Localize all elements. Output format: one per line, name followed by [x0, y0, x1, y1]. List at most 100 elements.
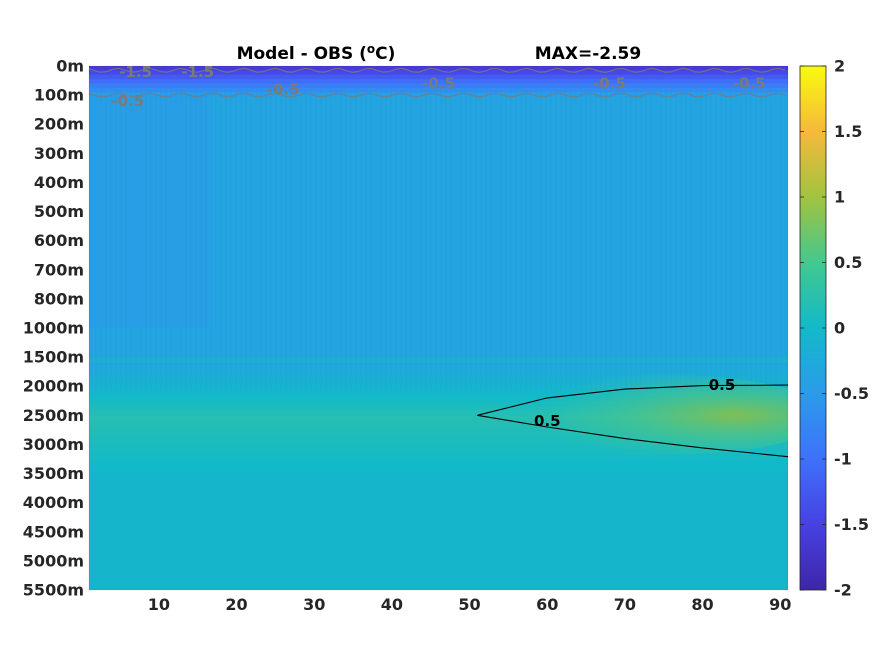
contour-label: -0.5: [422, 74, 455, 92]
x-tick-label: 80: [691, 595, 713, 614]
heatmap-cell-row: [89, 485, 788, 491]
heatmap-cell-row: [89, 472, 788, 478]
heatmap-cell-row: [89, 515, 788, 521]
heatmap-cell-row: [89, 415, 788, 421]
heatmap-cell-row: [89, 419, 788, 425]
heatmap-cell-row: [89, 507, 788, 512]
heatmap-cell-row: [89, 437, 788, 443]
contour-label: -0.5: [593, 74, 626, 92]
y-tick-label: 2500m: [23, 406, 84, 425]
x-tick-label: 30: [303, 595, 325, 614]
heatmap-cell-row: [89, 70, 788, 76]
colorbar: [799, 65, 827, 591]
chart-title: Model - OBS (oC): [237, 42, 396, 64]
y-tick-label: 800m: [34, 289, 84, 308]
heatmap-warm-core: [490, 375, 788, 455]
y-tick-label: 5000m: [23, 551, 84, 570]
heatmap-cell-row: [89, 463, 788, 469]
y-tick-label: 1000m: [23, 319, 84, 338]
y-tick-label: 500m: [34, 202, 84, 221]
heatmap-cell-row: [89, 563, 788, 569]
contour-lines: 0.5 0.5 -1.5 -1.5 -0.5 -0.5 -0.5 -0.5 -0.5: [89, 63, 788, 458]
heatmap-cell-row: [89, 502, 788, 508]
colorbar-tick-label: -2: [834, 581, 852, 600]
heatmap-cell-row: [89, 528, 788, 534]
heatmap-cell-row: [89, 402, 788, 408]
heatmap-cell-row: [89, 511, 788, 517]
heatmap-cell-row: [89, 550, 788, 556]
contour-label: -0.5: [111, 92, 144, 110]
plot-frame: [88, 65, 789, 591]
contour-label: 0.5: [534, 412, 561, 430]
heatmap-cell-row: [89, 568, 788, 574]
y-tick-label: 3000m: [23, 435, 84, 454]
x-tick-label: 20: [225, 595, 247, 614]
heatmap-cell-row: [89, 555, 788, 561]
heatmap-cell-row: [89, 79, 788, 85]
heatmap-cell-row: [89, 559, 788, 565]
colorbar-tick-label: -0.5: [834, 384, 869, 403]
heatmap-cell-row: [89, 432, 788, 438]
heatmap-cell-row: [89, 576, 788, 582]
contour-line: [89, 92, 786, 98]
heatmap-cell-row: [89, 585, 788, 590]
heatmap-cell-row: [89, 493, 788, 499]
heatmap-cell-row: [89, 533, 788, 539]
heatmap-cell-row: [89, 406, 788, 412]
y-axis: 0m 100m 200m 300m 400m 500m 600m 700m 800m 1000m 1…: [23, 57, 84, 600]
x-tick-label: 60: [536, 595, 558, 614]
y-tick-label: 3500m: [23, 464, 84, 483]
y-tick-label: 200m: [34, 115, 84, 134]
contour-label: -1.5: [119, 63, 152, 81]
contour-label: 0.5: [709, 376, 736, 394]
x-axis: 10 20 30 40 50 60 70 80 90: [148, 595, 792, 614]
heatmap-cell-row: [89, 524, 788, 530]
contour-label: -0.5: [733, 74, 766, 92]
colorbar-axis: -2 -1.5 -1 -0.5 0 0.5 1 1.5 2: [800, 57, 869, 600]
y-tick-label: 5500m: [23, 581, 84, 600]
heatmap-cell-row: [89, 74, 788, 80]
heatmap-cell-row: [89, 454, 788, 460]
heatmap-cell-row: [89, 445, 788, 451]
y-tick-label: 700m: [34, 260, 84, 279]
heatmap-cell-row: [89, 441, 788, 447]
y-tick-label: 2000m: [23, 377, 84, 396]
contour-label: -1.5: [181, 63, 214, 81]
heatmap-cell-row: [89, 389, 788, 395]
colorbar-tick-label: 1.5: [834, 122, 862, 141]
heatmap-cell-row: [89, 520, 788, 526]
contour-label: -0.5: [267, 80, 300, 98]
colorbar-tick-label: 2: [834, 57, 845, 76]
contour-line: [477, 384, 788, 458]
heatmap-cell-row: [89, 581, 788, 587]
colorbar-tick-label: -1: [834, 450, 852, 469]
heatmap-stripe-texture: [89, 90, 788, 390]
colorbar-tick-label: -1.5: [834, 515, 869, 534]
y-tick-label: 100m: [34, 86, 84, 105]
heatmap-cell-row: [89, 541, 788, 547]
colorbar-tick-label: 0.5: [834, 253, 862, 272]
heatmap-cell-row: [89, 428, 788, 434]
x-tick-label: 90: [769, 595, 791, 614]
heatmap-cell-row: [89, 498, 788, 504]
heatmap-cell-row: [89, 410, 788, 416]
heatmap-cell-row: [89, 424, 788, 430]
heatmap-plot-area: 0.5 0.5 -1.5 -1.5 -0.5 -0.5 -0.5 -0.5 -0.5: [89, 63, 788, 590]
heatmap-cell-row: [89, 393, 788, 399]
y-tick-label: 1500m: [23, 348, 84, 367]
x-tick-label: 10: [148, 595, 170, 614]
y-tick-label: 4500m: [23, 522, 84, 541]
heatmap-cell-row: [89, 467, 788, 473]
chart-subtitle-max: MAX=-2.59: [535, 44, 641, 64]
heatmap-cell-row: [89, 537, 788, 543]
heatmap-cell-row: [89, 572, 788, 578]
heatmap-cell-row: [89, 489, 788, 495]
x-tick-label: 40: [381, 595, 403, 614]
x-tick-label: 70: [614, 595, 636, 614]
y-tick-label: 300m: [34, 144, 84, 163]
heatmap-cell-row: [89, 546, 788, 552]
heatmap-cell-row: [89, 459, 788, 464]
heatmap-cell-row: [89, 66, 788, 71]
heatmap-cell-row: [89, 450, 788, 456]
y-tick-label: 0m: [56, 57, 84, 76]
